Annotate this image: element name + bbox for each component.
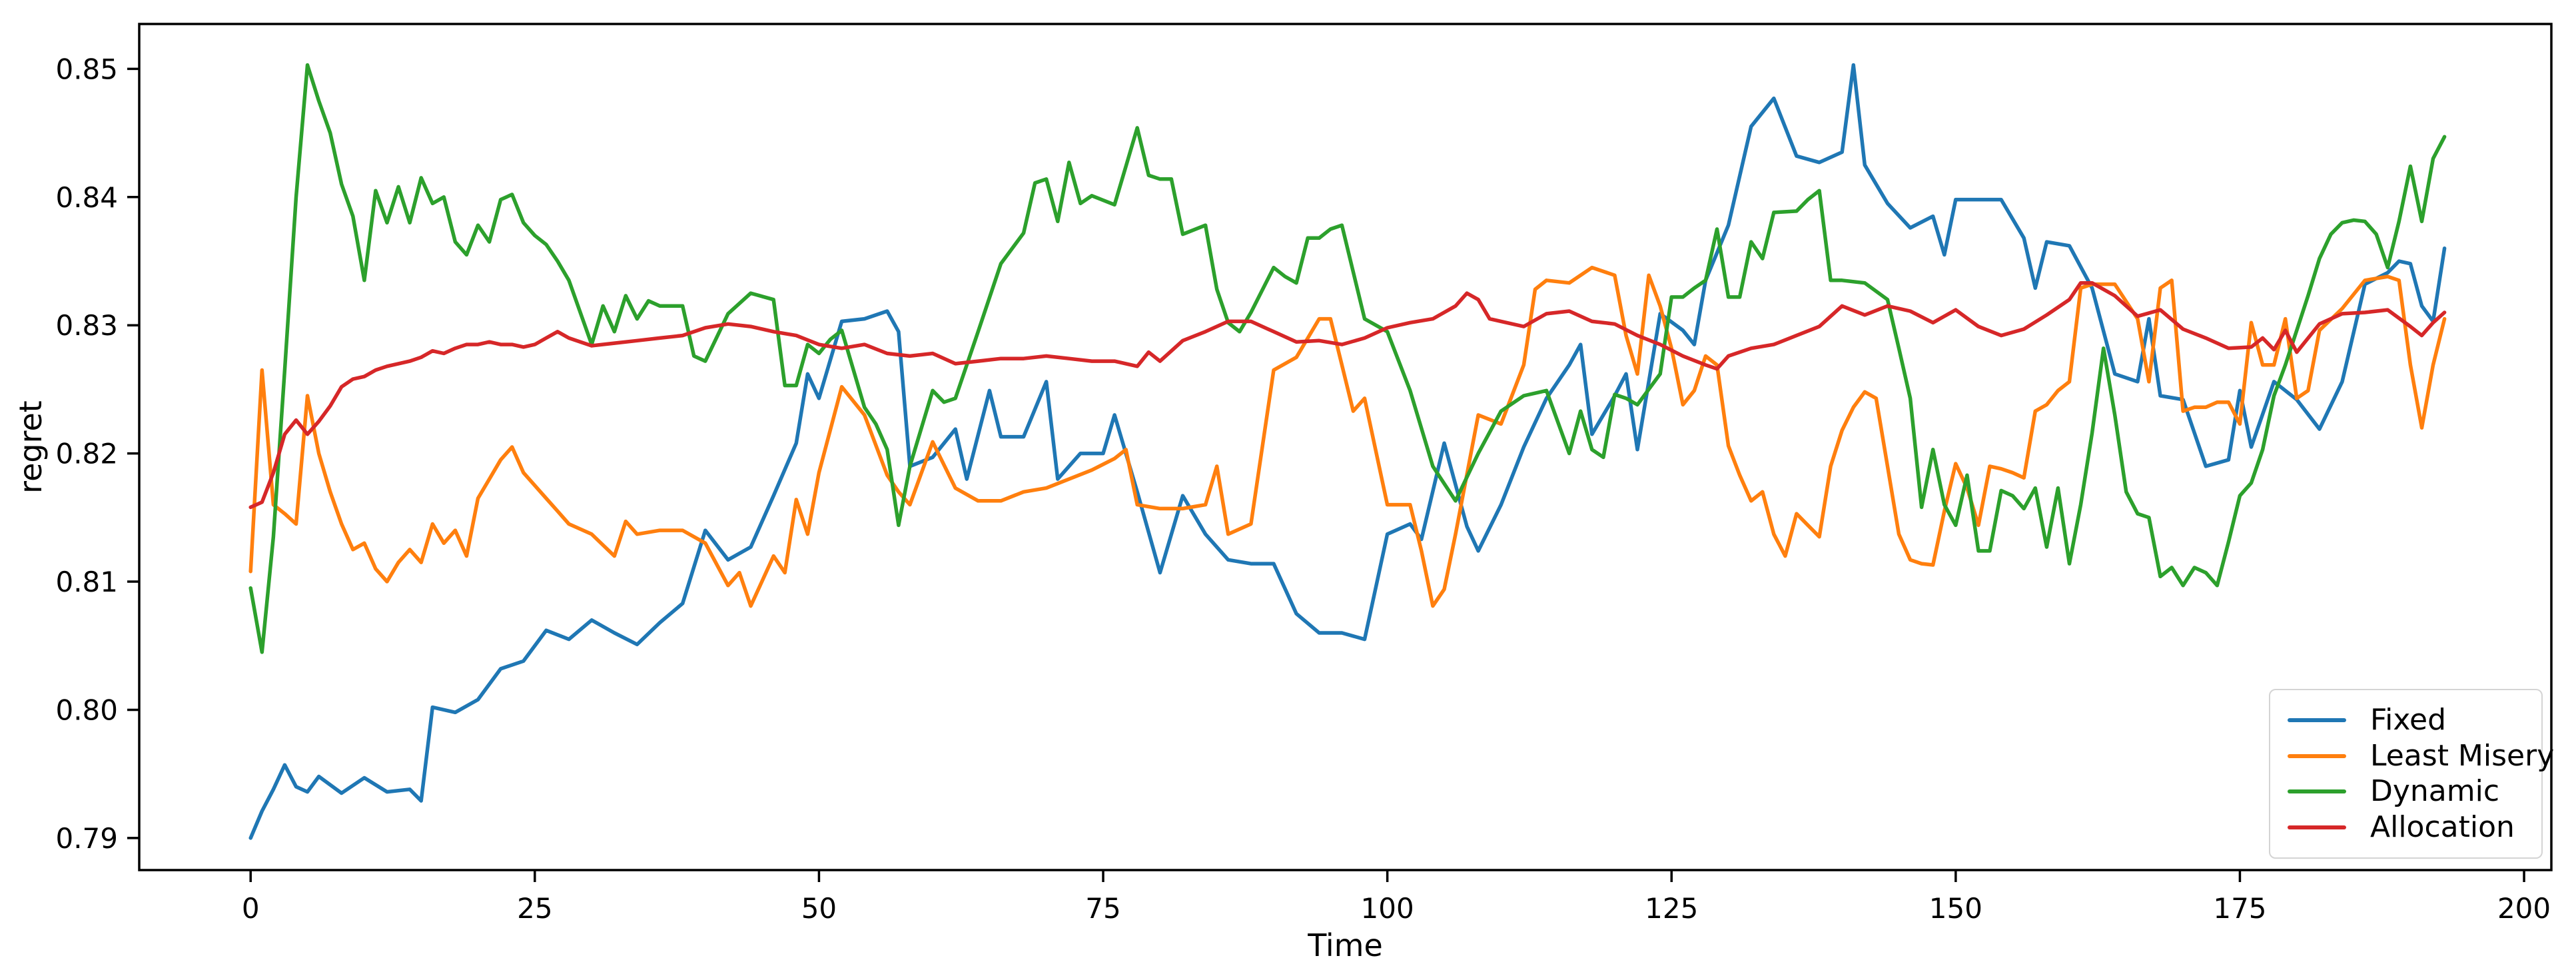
series-line-least-misery — [248, 265, 2447, 608]
legend-item-dynamic: Dynamic — [2288, 775, 2524, 808]
y-tick-label: 0.84 — [55, 181, 118, 214]
x-tick-label: 25 — [517, 892, 552, 925]
y-axis-label: regret — [13, 400, 49, 494]
series-line-fixed — [248, 63, 2447, 840]
x-tick-label: 50 — [801, 892, 837, 925]
x-axis-label: Time — [1308, 927, 1383, 963]
y-tick-label: 0.82 — [55, 438, 118, 470]
series-line-allocation — [248, 280, 2447, 510]
y-tick-label: 0.80 — [55, 694, 118, 726]
x-tick-label: 175 — [2213, 892, 2266, 925]
x-tick-label: 150 — [1929, 892, 1982, 925]
legend-item-allocation: Allocation — [2288, 811, 2524, 844]
y-tick-label: 0.85 — [55, 53, 118, 85]
legend-item-fixed: Fixed — [2288, 704, 2524, 737]
x-tick-label: 75 — [1085, 892, 1120, 925]
series-line-dynamic — [248, 63, 2447, 654]
y-tick-label: 0.81 — [55, 566, 118, 598]
x-tick-label: 200 — [2497, 892, 2551, 925]
legend-label: Dynamic — [2370, 774, 2500, 809]
legend-line-swatch-allocation — [2288, 825, 2346, 829]
legend-line-swatch-fixed — [2288, 718, 2346, 722]
x-tick-label: 0 — [242, 892, 260, 925]
legend-label: Allocation — [2370, 809, 2515, 844]
legend-line-swatch-dynamic — [2288, 789, 2346, 794]
y-tick-label: 0.79 — [55, 822, 118, 855]
legend-line-swatch-least-misery — [2288, 753, 2346, 758]
legend-label: Fixed — [2370, 703, 2447, 737]
legend-item-least-misery: Least Misery — [2288, 739, 2554, 773]
y-tick-label: 0.83 — [55, 309, 118, 342]
legend-label: Least Misery — [2370, 738, 2555, 773]
axes-frame — [138, 23, 2553, 871]
legend: Fixed Least Misery Dynamic Allocation — [2269, 689, 2554, 859]
x-tick-label: 100 — [1361, 892, 1414, 925]
x-tick-label: 125 — [1645, 892, 1698, 925]
